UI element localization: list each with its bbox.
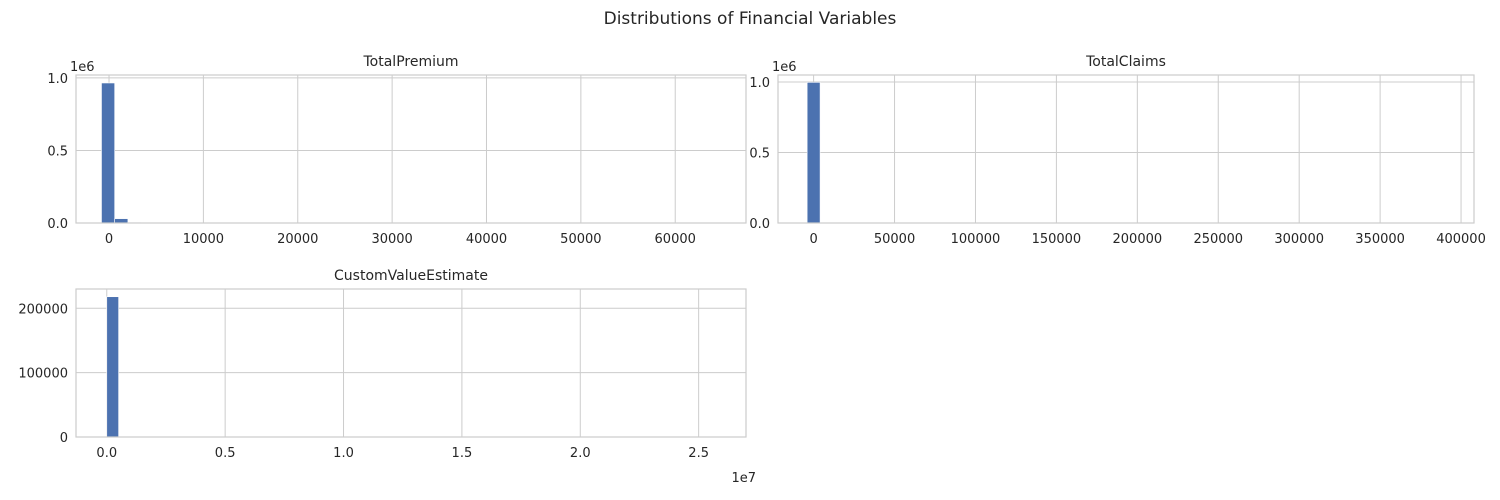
y-tick-labels: 0 100000 200000 (18, 302, 68, 446)
y-tick-labels: 0.0 0.5 1.0 (47, 72, 68, 232)
y-tick-label: 0.0 (47, 217, 68, 232)
histogram-totalpremium: TotalPremium 1e6 0 10000 20000 30000 40000 50… (47, 54, 747, 247)
y-tick-labels: 0.0 0.5 1.0 (749, 76, 770, 232)
x-tick-label: 400000 (1436, 232, 1486, 247)
x-tick-label: 100000 (951, 232, 1001, 247)
x-tick-label: 1.0 (333, 446, 354, 461)
axes-frame (75, 288, 747, 438)
y-tick-label: 0.5 (749, 147, 770, 162)
histogram-bar (806, 82, 821, 224)
x-tick-label: 40000 (466, 232, 507, 247)
subplot-title: CustomValueEstimate (334, 268, 488, 284)
x-tick-label: 30000 (371, 232, 412, 247)
x-tick-label: 2.0 (570, 446, 591, 461)
y-tick-label: 100000 (18, 367, 68, 382)
histogram-customvalueestimate: CustomValueEstimate 1e7 0.0 0.5 1.0 1.5 2.0 2… (18, 268, 756, 486)
histogram-bars (806, 82, 821, 224)
x-tick-label: 0.5 (215, 446, 236, 461)
gridlines (778, 75, 1474, 224)
x-tick-label: 1.5 (452, 446, 473, 461)
histogram-totalclaims: TotalClaims 1e6 0 50000 100000 150000 200000… (749, 54, 1486, 247)
gridlines (76, 75, 746, 224)
x-tick-labels: 0 10000 20000 30000 40000 50000 60000 (105, 232, 696, 247)
x-tick-labels: 0 50000 100000 150000 200000 250000 300000 3500… (809, 232, 1485, 247)
x-tick-label: 0 (105, 232, 113, 247)
y-tick-label: 200000 (18, 302, 68, 317)
x-tick-label: 60000 (655, 232, 696, 247)
y-tick-label: 1.0 (749, 76, 770, 91)
subplot-title: TotalClaims (1085, 54, 1166, 70)
x-tick-label: 2.5 (688, 446, 709, 461)
x-tick-label: 150000 (1032, 232, 1082, 247)
y-tick-label: 0.0 (749, 217, 770, 232)
figure-title: Distributions of Financial Variables (604, 9, 897, 29)
x-tick-label: 250000 (1193, 232, 1243, 247)
y-tick-label: 0.5 (47, 144, 68, 159)
x-tick-label: 20000 (277, 232, 318, 247)
axes-frame (75, 74, 747, 224)
x-tick-label: 200000 (1113, 232, 1163, 247)
gridlines (76, 289, 746, 438)
x-tick-label: 0 (809, 232, 817, 247)
subplot-title: TotalPremium (363, 54, 459, 70)
histogram-bar (114, 218, 129, 224)
x-tick-label: 50000 (560, 232, 601, 247)
x-tick-label: 350000 (1355, 232, 1405, 247)
x-offset-label: 1e7 (731, 471, 756, 486)
axes-frame (777, 74, 1475, 224)
y-offset-label: 1e6 (70, 60, 95, 75)
y-offset-label: 1e6 (772, 60, 797, 75)
x-tick-label: 0.0 (96, 446, 117, 461)
histogram-bars (106, 296, 119, 438)
x-tick-label: 50000 (874, 232, 915, 247)
y-tick-label: 1.0 (47, 72, 68, 87)
histogram-bar (101, 82, 115, 224)
y-tick-label: 0 (60, 431, 68, 446)
x-tick-label: 300000 (1274, 232, 1324, 247)
histogram-bars (101, 82, 142, 224)
x-tick-label: 10000 (183, 232, 224, 247)
x-tick-labels: 0.0 0.5 1.0 1.5 2.0 2.5 (96, 446, 709, 461)
histogram-bar (106, 296, 119, 438)
